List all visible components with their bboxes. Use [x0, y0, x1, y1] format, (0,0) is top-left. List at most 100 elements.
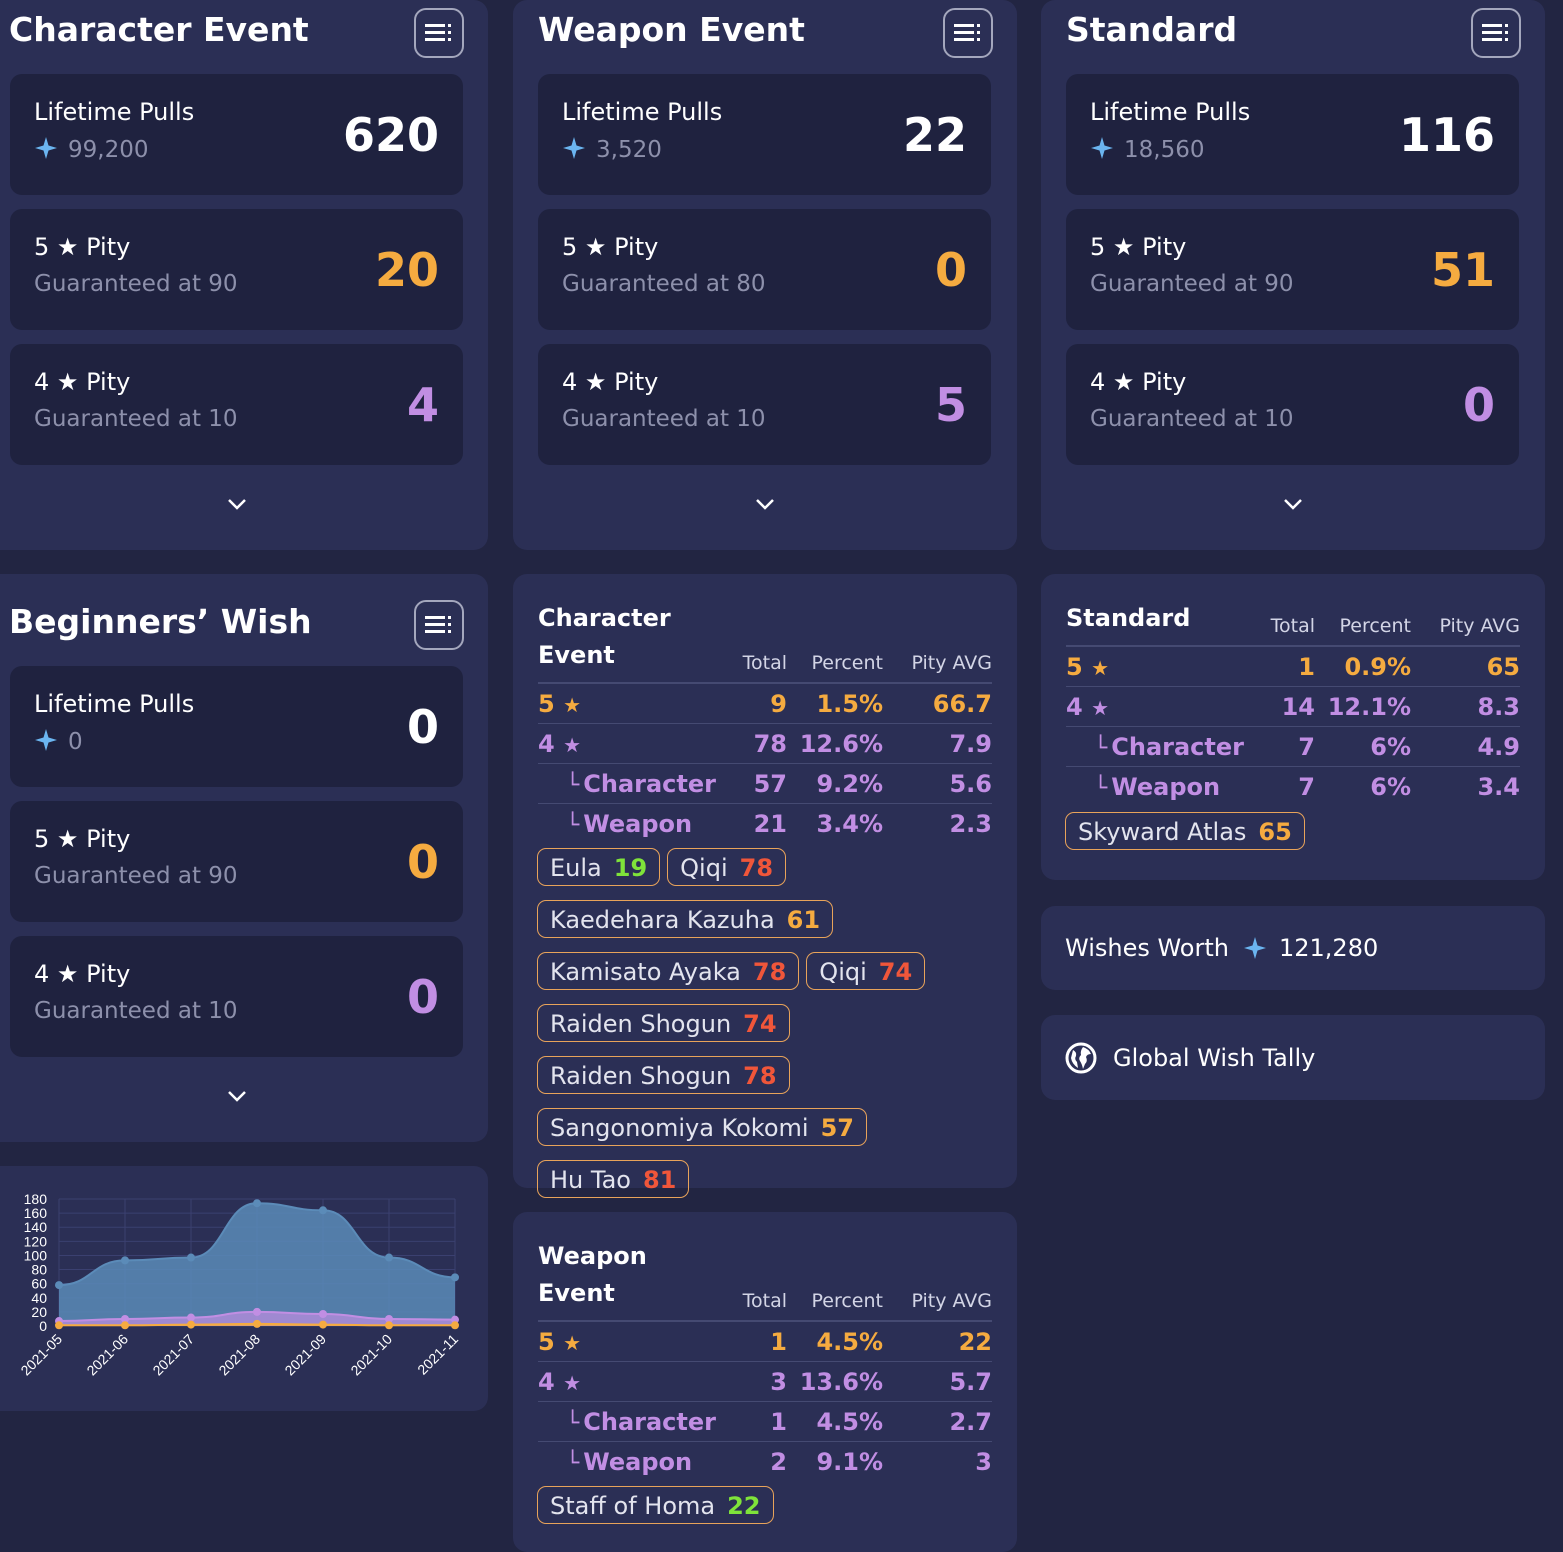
guarantee-text: Guaranteed at 80: [562, 271, 766, 297]
sub-branch-icon: └: [566, 1410, 580, 1436]
pull-name: Staff of Homa: [550, 1492, 716, 1520]
menu-button[interactable]: [1471, 8, 1521, 58]
expand-chevron-icon[interactable]: [226, 1088, 248, 1107]
pull-pity: 61: [786, 906, 821, 934]
five-star-label: 5 ★ Pity: [562, 233, 658, 261]
x-tick-label: 2021-07: [149, 1331, 197, 1379]
expand-chevron-icon[interactable]: [754, 496, 776, 515]
row-label: 5 ★: [1066, 646, 1246, 687]
primogem-icon: [34, 728, 58, 758]
cell-percent: 0.9%: [1315, 646, 1411, 687]
table-title-line: Weapon: [538, 1242, 647, 1270]
pull-tag: Eula 19: [537, 848, 661, 886]
table-row-five-star: 5 ★ 9 1.5% 66.7: [538, 683, 992, 724]
lifetime-label: Lifetime Pulls: [34, 690, 195, 718]
guarantee-text: Guaranteed at 10: [562, 406, 766, 432]
row-label: └ Character: [538, 763, 718, 804]
cell-percent: 13.6%: [787, 1361, 883, 1402]
pull-name: Qiqi: [819, 958, 867, 986]
sub-branch-icon: └: [566, 812, 580, 838]
data-point: [121, 1321, 129, 1330]
data-point: [451, 1315, 459, 1324]
pull-pity: 78: [743, 1062, 777, 1090]
data-point: [319, 1206, 327, 1215]
standard-stats-table: Standard Total Percent Pity AVG 5 ★ 1 0.…: [1066, 600, 1520, 806]
table-title: Character Event: [538, 600, 718, 684]
data-point: [55, 1281, 63, 1290]
data-point: [253, 1199, 261, 1208]
lifetime-pulls-card: Lifetime Pulls 18,560 116: [1066, 74, 1519, 195]
list-icon: [954, 24, 980, 41]
pull-pity: 78: [739, 854, 774, 882]
row-label: 4 ★: [1066, 686, 1246, 727]
five-star-pull-list: Skyward Atlas 65: [1065, 812, 1505, 850]
rarity-number: 5: [1066, 652, 1083, 681]
expand-chevron-icon[interactable]: [226, 496, 248, 515]
pull-name: Sangonomiya Kokomi: [550, 1114, 809, 1142]
cell-pity: 4.9: [1411, 726, 1520, 767]
cell-total: 7: [1246, 726, 1315, 767]
y-tick-label: 100: [24, 1247, 48, 1263]
pull-tag: Sangonomiya Kokomi 57: [537, 1108, 867, 1146]
pull-tag: Kamisato Ayaka 78: [537, 952, 800, 990]
cell-percent: 6%: [1370, 772, 1411, 801]
table-title-line: Event: [538, 641, 615, 669]
cell-pity: 3.4: [1477, 772, 1520, 801]
cell-pity: 65: [1411, 646, 1520, 687]
expand-chevron-icon[interactable]: [1282, 496, 1304, 515]
rarity-number: 4: [1090, 368, 1106, 396]
data-point: [319, 1310, 327, 1319]
data-point: [385, 1321, 393, 1330]
table-header: Weapon Event Total Percent Pity AVG: [538, 1238, 992, 1322]
global-wish-tally-link[interactable]: Global Wish Tally: [1041, 1015, 1545, 1100]
y-tick-label: 180: [24, 1191, 48, 1207]
rarity-number: 4: [538, 729, 555, 758]
header-pity-avg: Pity AVG: [883, 600, 992, 684]
banner-panel-beginners: Beginners’ Wish Lifetime Pulls 0 0 5 ★ P…: [0, 574, 488, 1142]
primogem-icon: [562, 136, 586, 166]
primogem-icon: [1090, 136, 1114, 166]
four-star-pity-value: 4: [406, 377, 439, 432]
pull-tag: Raiden Shogun 74: [537, 1004, 790, 1042]
pull-pity: 65: [1258, 818, 1292, 846]
guarantee-text: Guaranteed at 90: [1090, 271, 1294, 297]
y-tick-label: 20: [31, 1304, 47, 1320]
star-icon: ★: [1091, 655, 1109, 680]
menu-button[interactable]: [414, 8, 464, 58]
gem-count: 3,520: [562, 136, 662, 166]
rarity-number: 4: [1066, 692, 1083, 721]
menu-button[interactable]: [414, 600, 464, 650]
row-label-text: Character: [1111, 732, 1244, 761]
guarantee-text: Guaranteed at 90: [34, 863, 238, 889]
series-area: [59, 1203, 455, 1326]
header-percent: Percent: [787, 600, 883, 684]
menu-button[interactable]: [943, 8, 993, 58]
gem-value: 0: [68, 729, 83, 755]
five-star-label: 5 ★ Pity: [34, 825, 130, 853]
cell-total: 7: [1298, 772, 1315, 801]
x-tick-label: 2021-05: [17, 1331, 65, 1379]
five-star-pity-card: 5 ★ Pity Guaranteed at 90 0: [10, 801, 463, 922]
lifetime-value: 22: [902, 107, 967, 162]
row-label-text: Weapon: [583, 809, 693, 838]
y-tick-label: 160: [24, 1205, 48, 1221]
row-label: 5 ★: [538, 1321, 718, 1362]
table-header: Standard Total Percent Pity AVG: [1066, 600, 1520, 647]
pull-name: Kaedehara Kazuha: [550, 906, 775, 934]
rarity-number: 5: [538, 689, 555, 718]
rarity-number: 4: [562, 368, 578, 396]
header-total: Total: [718, 1238, 787, 1322]
global-wish-tally-row[interactable]: Global Wish Tally: [1065, 1042, 1315, 1074]
gem-value: 3,520: [596, 137, 662, 163]
gem-count: 0: [34, 728, 83, 758]
cell-pity: 2.7: [883, 1401, 992, 1442]
character-event-stats-table: Character Event Total Percent Pity AVG 5 …: [538, 600, 992, 843]
header-percent: Percent: [1315, 600, 1411, 647]
lifetime-value: 620: [342, 107, 439, 162]
banner-panel-character: Character Event Lifetime Pulls 99,200 62…: [0, 0, 488, 550]
lifetime-value: 116: [1398, 107, 1495, 162]
four-star-label: 4 ★ Pity: [34, 368, 130, 396]
pull-name: Kamisato Ayaka: [550, 958, 741, 986]
sub-branch-icon: └: [566, 772, 580, 798]
data-point: [121, 1256, 129, 1265]
